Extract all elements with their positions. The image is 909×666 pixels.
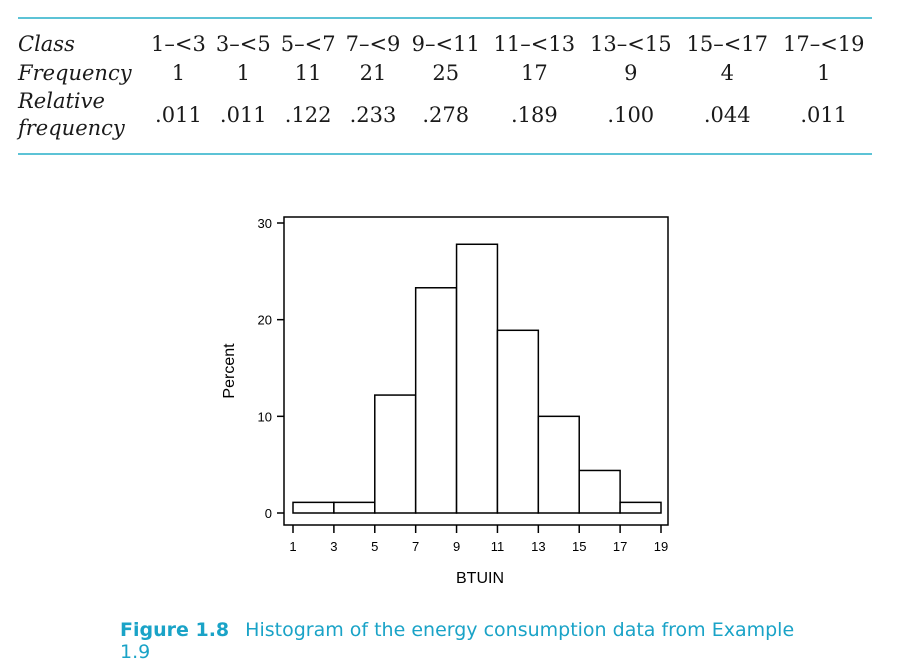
relative-frequency-cell: .011 xyxy=(219,103,267,127)
x-tick-label: 11 xyxy=(491,539,505,554)
x-tick-label: 3 xyxy=(330,539,337,554)
plot-frame xyxy=(283,216,669,526)
y-tick-label: 10 xyxy=(258,409,272,424)
relative-frequency-cell: .044 xyxy=(703,103,751,127)
x-axis-label: BTUIN xyxy=(456,570,504,587)
x-tick-label: 7 xyxy=(412,539,419,554)
frequency-table: Class 1–<3 3–<5 5–<7 7–<9 9–<11 11–<13 1… xyxy=(18,29,872,143)
table-bottom-rule xyxy=(18,153,872,155)
caption-text: Histogram of the energy consumption data… xyxy=(120,619,795,663)
class-cell: 5–<7 xyxy=(280,31,336,56)
class-cell: 17–<19 xyxy=(782,31,865,56)
frequency-cell: 9 xyxy=(624,60,638,85)
histogram-bar xyxy=(414,287,458,514)
x-tick-label: 13 xyxy=(531,539,545,554)
relative-frequency-row: Relative frequency .011 .011 .122 .233 .… xyxy=(18,87,872,143)
frequency-cell: 21 xyxy=(359,60,387,85)
frequency-cell: 11 xyxy=(294,60,322,85)
x-tick-label: 9 xyxy=(453,539,460,554)
class-cell: 13–<15 xyxy=(590,31,672,56)
frequency-cell: 17 xyxy=(520,60,548,85)
class-row-label: Class xyxy=(18,31,75,56)
frequency-cell: 1 xyxy=(171,60,186,85)
x-tick-label: 17 xyxy=(613,539,627,554)
frequency-cell: 1 xyxy=(236,60,250,85)
table-top-rule xyxy=(18,17,872,19)
y-tick-label: 0 xyxy=(265,506,272,521)
class-cell: 9–<11 xyxy=(411,31,480,56)
histogram-bar xyxy=(496,329,540,514)
histogram-bar xyxy=(455,243,499,514)
class-cell: 11–<13 xyxy=(493,31,576,56)
relative-frequency-cell: .100 xyxy=(607,103,655,127)
figure-label: Figure 1.8 xyxy=(120,619,230,641)
relative-frequency-cell: .011 xyxy=(155,103,202,127)
y-tick-label: 30 xyxy=(258,216,272,231)
class-cell: 1–<3 xyxy=(151,31,206,56)
frequency-row-label: Frequency xyxy=(18,60,132,85)
frequency-cell: 4 xyxy=(720,60,734,85)
frequency-cell: 1 xyxy=(817,60,831,85)
relative-label-line2: frequency xyxy=(18,116,125,140)
histogram-bar xyxy=(537,415,580,514)
relative-frequency-row-label: Relative frequency xyxy=(18,87,146,143)
frequency-cell: 25 xyxy=(432,60,460,85)
relative-label-line1: Relative xyxy=(18,89,105,113)
x-tick-label: 15 xyxy=(572,539,586,554)
relative-frequency-cell: .189 xyxy=(510,103,558,127)
relative-frequency-cell: .233 xyxy=(349,103,397,127)
y-axis-label: Percent xyxy=(221,343,238,399)
histogram-bar xyxy=(333,501,376,514)
histogram-bar xyxy=(578,469,621,514)
histogram-bar xyxy=(374,394,417,514)
relative-frequency-cell: .278 xyxy=(422,103,470,127)
class-row: Class 1–<3 3–<5 5–<7 7–<9 9–<11 11–<13 1… xyxy=(18,29,872,58)
y-tick-label: 20 xyxy=(258,313,272,328)
relative-frequency-cell: .122 xyxy=(284,103,332,127)
histogram-bar xyxy=(292,501,335,514)
class-cell: 7–<9 xyxy=(345,31,401,56)
relative-frequency-cell: .011 xyxy=(800,103,848,127)
frequency-row: Frequency 1 1 11 21 25 17 9 4 1 xyxy=(18,58,872,87)
figure-caption: Figure 1.8 Histogram of the energy consum… xyxy=(120,619,820,663)
x-tick-label: 1 xyxy=(289,539,296,554)
class-cell: 3–<5 xyxy=(215,31,271,56)
histogram-bar xyxy=(619,501,662,514)
class-cell: 15–<17 xyxy=(686,31,769,56)
x-tick-label: 19 xyxy=(654,539,668,554)
x-tick-label: 5 xyxy=(371,539,378,554)
